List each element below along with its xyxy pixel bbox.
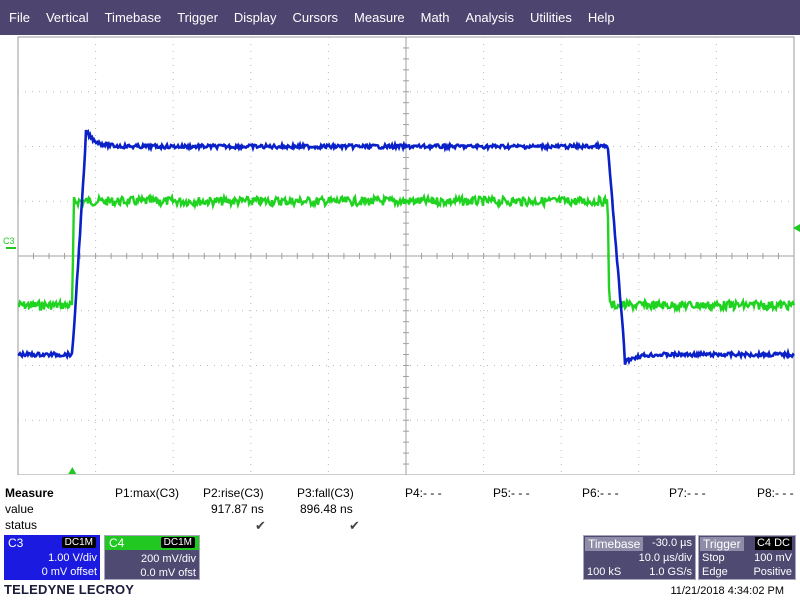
- measure-value-label: value: [5, 502, 34, 516]
- measure-param-1[interactable]: P1:max(C3): [115, 486, 180, 500]
- menu-file[interactable]: File: [9, 10, 30, 25]
- timebase-delay: -30.0 µs: [652, 537, 692, 549]
- menu-trigger[interactable]: Trigger: [177, 10, 218, 25]
- measure-param-7[interactable]: P7:- - -: [669, 486, 706, 500]
- menu-analysis[interactable]: Analysis: [465, 10, 514, 25]
- c3-coupling-badge: DC1M: [61, 537, 96, 548]
- c3-ground-marker-label: C3: [3, 236, 15, 246]
- trigger-mode: Stop: [702, 552, 725, 564]
- timebase-samples: 100 kS: [587, 566, 622, 578]
- channel-c3-box[interactable]: C3 DC1M 1.00 V/div 0 mV offset: [4, 535, 100, 580]
- c3-offset: 0 mV offset: [41, 566, 97, 578]
- waveform-grid-area[interactable]: C3: [0, 35, 800, 475]
- measure-param-5[interactable]: P5:- - -: [493, 486, 530, 500]
- measure-panel: Measure P1:max(C3) P2:rise(C3) P3:fall(C3)…: [0, 486, 800, 534]
- c3-label: C3: [8, 536, 24, 550]
- measure-param-2[interactable]: P2:rise(C3): [203, 486, 264, 500]
- timebase-tdiv: 10.0 µs/div: [638, 552, 692, 564]
- timebase-rate: 1.0 GS/s: [649, 566, 692, 578]
- teledyne-lecroy-logo: TELEDYNE LECROY: [4, 582, 135, 597]
- trigger-slope: Positive: [753, 566, 792, 578]
- timebase-box[interactable]: Timebase -30.0 µs 10.0 µs/div 100 kS 1.0…: [583, 535, 696, 580]
- menu-math[interactable]: Math: [420, 10, 450, 25]
- menu-display[interactable]: Display: [233, 10, 277, 25]
- measure-status-2: ✔: [255, 518, 266, 533]
- measure-param-8[interactable]: P8:- - -: [757, 486, 794, 500]
- c4-label: C4: [109, 536, 125, 550]
- measure-header: Measure: [5, 486, 54, 500]
- measure-value-2: 917.87 ns: [211, 502, 264, 516]
- menu-cursors[interactable]: Cursors: [292, 10, 339, 25]
- c4-offset: 0.0 mV ofst: [140, 567, 196, 579]
- channel-c4-box[interactable]: C4 DC1M 200 mV/div 0.0 mV ofst: [104, 535, 200, 580]
- measure-param-3[interactable]: P3:fall(C3): [297, 486, 354, 500]
- trace-c3: [17, 128, 795, 366]
- trigger-position-marker[interactable]: [68, 467, 77, 474]
- trigger-source-badge: C4 DC: [754, 537, 792, 550]
- menu-utilities[interactable]: Utilities: [529, 10, 572, 25]
- timebase-label: Timebase: [585, 537, 644, 551]
- menu-vertical[interactable]: Vertical: [45, 10, 89, 25]
- trace-c4: [17, 192, 796, 314]
- trigger-type: Edge: [702, 566, 728, 578]
- measure-param-4[interactable]: P4:- - -: [405, 486, 442, 500]
- c3-vdiv: 1.00 V/div: [48, 552, 97, 564]
- measure-param-6[interactable]: P6:- - -: [582, 486, 619, 500]
- trigger-level-marker[interactable]: [793, 224, 800, 232]
- timestamp: 11/21/2018 4:34:02 PM: [670, 585, 784, 597]
- menu-timebase[interactable]: Timebase: [104, 10, 162, 25]
- trigger-level: 100 mV: [754, 552, 792, 564]
- menu-measure[interactable]: Measure: [354, 10, 405, 25]
- c4-vdiv: 200 mV/div: [140, 553, 196, 565]
- c4-coupling-badge: DC1M: [160, 537, 195, 548]
- trigger-label: Trigger: [700, 537, 744, 551]
- measure-status-3: ✔: [349, 518, 360, 533]
- menu-bar: File Vertical Timebase Trigger Display Cursor…: [0, 0, 800, 35]
- waveform-display[interactable]: C3: [0, 35, 800, 475]
- measure-value-3: 896.48 ns: [300, 502, 353, 516]
- menu-help[interactable]: Help: [587, 10, 615, 25]
- trigger-box[interactable]: Trigger C4 DC Stop 100 mV Edge Positive: [698, 535, 796, 580]
- measure-status-label: status: [5, 518, 38, 532]
